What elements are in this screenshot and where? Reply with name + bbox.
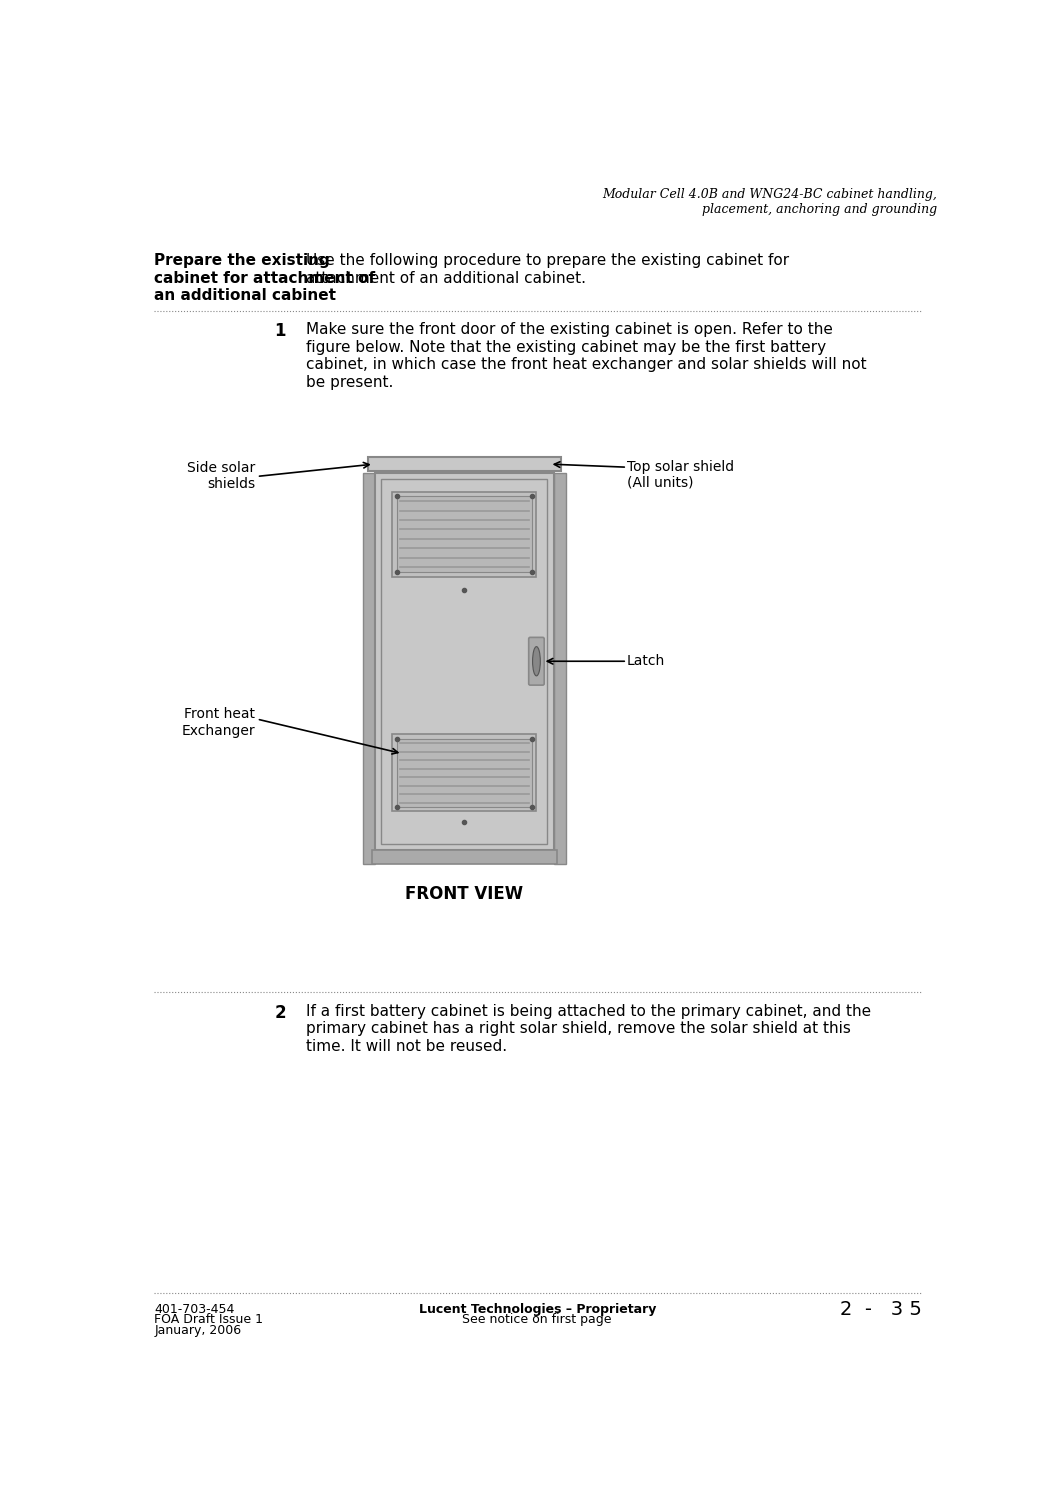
Text: Lucent Technologies – Proprietary: Lucent Technologies – Proprietary [419, 1302, 656, 1316]
Bar [376, 472, 554, 850]
Text: Prepare the existing
cabinet for attachment of
an additional cabinet: Prepare the existing cabinet for attachm… [154, 254, 376, 303]
Bar [392, 492, 536, 576]
Text: Front heat
Exchanger: Front heat Exchanger [181, 708, 255, 738]
Text: 2  -   3 5: 2 - 3 5 [840, 1300, 922, 1320]
Text: 1: 1 [275, 322, 286, 340]
Bar [392, 735, 536, 812]
Text: Top solar shield
(All units): Top solar shield (All units) [627, 459, 734, 489]
Text: 401-703-454: 401-703-454 [154, 1302, 235, 1316]
Bar [397, 740, 532, 807]
Bar [397, 496, 532, 572]
Ellipse shape [533, 646, 540, 676]
Text: January, 2006: January, 2006 [154, 1324, 241, 1336]
Bar [367, 458, 561, 471]
Text: If a first battery cabinet is being attached to the primary cabinet, and the
pri: If a first battery cabinet is being atta… [305, 1004, 871, 1053]
Text: See notice on first page: See notice on first page [463, 1314, 612, 1326]
Text: FOA Draft Issue 1: FOA Draft Issue 1 [154, 1314, 263, 1326]
Polygon shape [363, 472, 376, 864]
Text: FRONT VIEW: FRONT VIEW [405, 885, 523, 903]
Text: Side solar
shields: Side solar shields [187, 460, 255, 492]
Text: Make sure the front door of the existing cabinet is open. Refer to the
figure be: Make sure the front door of the existing… [305, 322, 866, 390]
Text: Use the following procedure to prepare the existing cabinet for
attachment of an: Use the following procedure to prepare t… [305, 254, 789, 285]
Bar [382, 478, 548, 843]
FancyBboxPatch shape [529, 638, 544, 686]
Polygon shape [554, 472, 565, 864]
Bar [372, 850, 557, 864]
Text: Latch: Latch [627, 654, 665, 669]
Text: 2: 2 [275, 1004, 286, 1022]
Text: Modular Cell 4.0B and WNG24-BC cabinet handling,
placement, anchoring and ground: Modular Cell 4.0B and WNG24-BC cabinet h… [602, 188, 937, 216]
